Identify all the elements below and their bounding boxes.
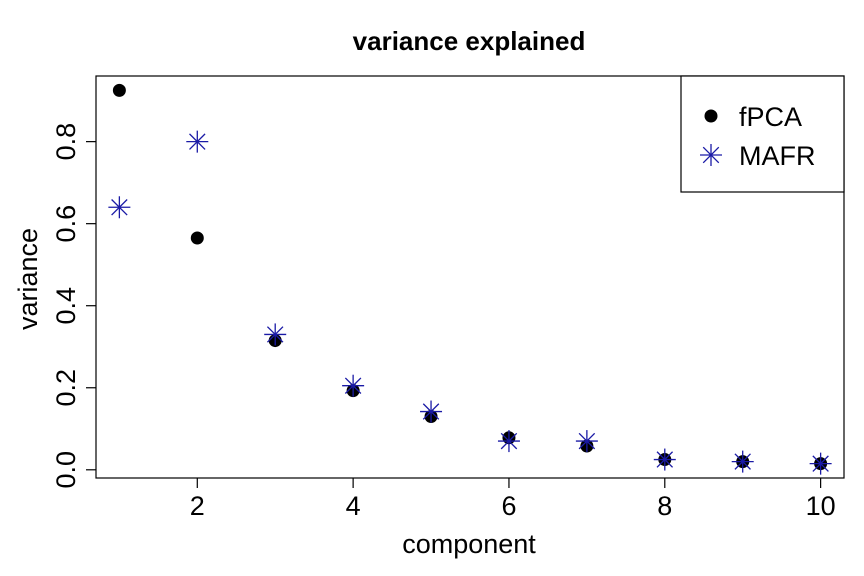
y-axis-label: variance	[13, 228, 43, 330]
x-tick-label: 8	[657, 491, 672, 521]
y-tick-label: 0.8	[51, 123, 81, 161]
asterisk-stroke	[656, 451, 674, 468]
point-mafr	[497, 430, 520, 453]
legend-marker-mafr	[700, 144, 722, 166]
legend-label: MAFR	[739, 141, 816, 171]
y-tick-label: 0.0	[51, 451, 81, 489]
asterisk-stroke	[812, 455, 829, 472]
point-mafr	[186, 130, 209, 153]
point-mafr	[731, 450, 754, 473]
legend: fPCA MAFR	[680, 75, 845, 193]
asterisk-stroke	[266, 326, 284, 343]
asterisk-stroke	[189, 133, 206, 150]
asterisk-stroke	[344, 377, 362, 394]
y-axis: 0.0 0.2 0.4 0.6 0.8	[51, 123, 96, 489]
asterisk-stroke	[422, 403, 440, 420]
asterisk-stroke	[500, 432, 518, 450]
point-fpca	[112, 83, 126, 97]
x-tick-label: 10	[806, 491, 836, 521]
point-mafr	[809, 452, 832, 475]
point-mafr	[264, 323, 287, 346]
point-mafr	[342, 374, 365, 397]
chart-title: variance explained	[353, 26, 586, 56]
y-tick-label: 0.6	[51, 205, 81, 243]
asterisk-stroke	[111, 199, 128, 216]
x-tick-label: 2	[190, 491, 205, 521]
point-mafr	[420, 400, 443, 423]
asterisk-stroke	[578, 432, 596, 450]
legend-marker-fpca	[704, 109, 718, 123]
asterisk-stroke	[702, 146, 720, 164]
x-tick-label: 6	[501, 491, 516, 521]
legend-box	[680, 75, 845, 193]
point-mafr	[653, 448, 676, 471]
y-tick-label: 0.2	[51, 369, 81, 407]
data-points	[108, 83, 832, 475]
asterisk-stroke	[734, 453, 751, 470]
y-tick-label: 0.4	[51, 287, 81, 325]
point-fpca	[190, 231, 204, 245]
point-mafr	[108, 196, 131, 219]
x-axis-label: component	[402, 529, 536, 559]
x-tick-label: 4	[346, 491, 361, 521]
plot-frame	[95, 75, 845, 479]
legend-label: fPCA	[739, 102, 802, 132]
point-mafr	[575, 430, 598, 453]
x-axis: 2 4 6 8 10	[190, 478, 836, 521]
